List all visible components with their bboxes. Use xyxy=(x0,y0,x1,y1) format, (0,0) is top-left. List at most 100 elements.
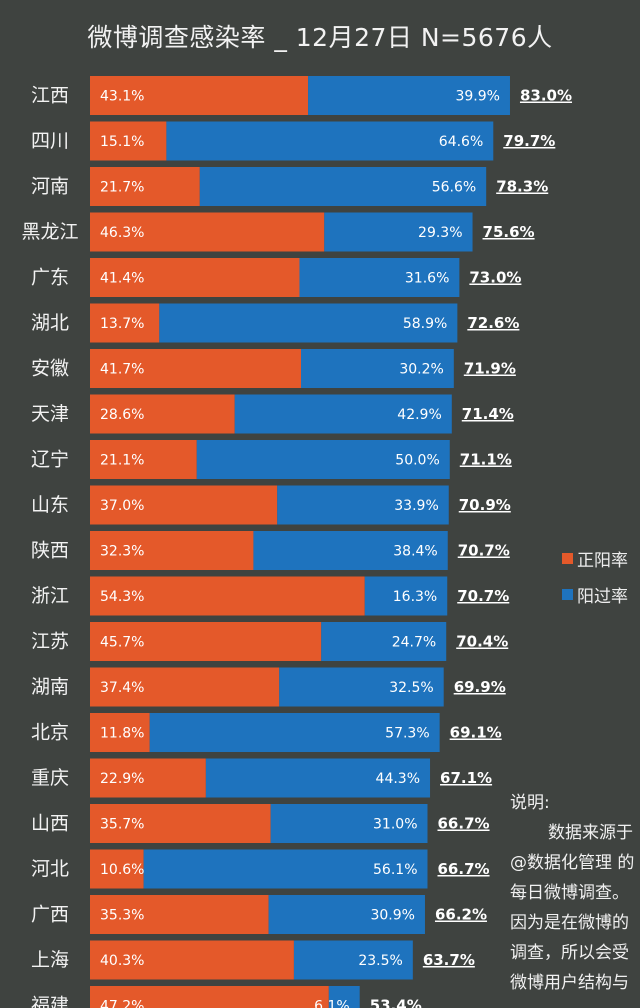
bar-positive xyxy=(90,121,167,161)
data-label-positive: 47.2% xyxy=(100,999,144,1008)
bar-recovered xyxy=(299,258,460,297)
data-label-recovered: 29.3% xyxy=(418,225,462,241)
data-label-total: 67.1% xyxy=(440,769,492,787)
data-label-total: 70.4% xyxy=(456,633,508,651)
data-label-total: 53.4% xyxy=(370,997,422,1008)
category-label: 湖北 xyxy=(31,312,69,334)
bar-recovered xyxy=(268,895,425,934)
category-label: 北京 xyxy=(31,722,69,744)
data-label-recovered: 42.9% xyxy=(397,407,441,423)
bar-positive xyxy=(90,394,235,434)
data-label-recovered: 30.9% xyxy=(370,908,414,924)
data-label-total: 70.7% xyxy=(457,587,509,605)
bar-positive xyxy=(90,258,300,297)
category-label: 广西 xyxy=(31,904,69,926)
bar-recovered xyxy=(234,394,452,434)
category-label: 山西 xyxy=(31,813,69,835)
bar-recovered xyxy=(149,713,440,752)
data-label-total: 71.1% xyxy=(460,451,512,469)
data-label-total: 69.1% xyxy=(450,724,502,742)
data-label-recovered: 44.3% xyxy=(376,771,420,787)
legend-label-recovered: 阳过率 xyxy=(577,587,628,607)
bar-positive xyxy=(90,303,160,343)
bar-recovered xyxy=(364,576,448,616)
bar-recovered xyxy=(205,758,431,798)
bar-recovered xyxy=(277,485,449,525)
bar-recovered xyxy=(253,531,448,570)
bar-positive xyxy=(90,758,206,798)
data-label-positive: 54.3% xyxy=(100,589,144,605)
bar-recovered xyxy=(199,167,487,206)
data-label-total: 66.7% xyxy=(438,860,490,878)
data-label-positive: 21.7% xyxy=(100,180,144,196)
bar-positive xyxy=(90,576,365,616)
bar-recovered xyxy=(321,622,447,661)
data-label-positive: 46.3% xyxy=(100,225,144,241)
legend-item-recovered: 阳过率 xyxy=(562,582,628,607)
data-label-total: 63.7% xyxy=(423,951,475,969)
bar-positive xyxy=(90,622,322,661)
category-label: 浙江 xyxy=(31,585,69,607)
category-label: 天津 xyxy=(31,403,69,425)
data-label-positive: 45.7% xyxy=(100,635,144,651)
category-label: 福建 xyxy=(31,995,69,1008)
bar-recovered xyxy=(279,667,444,707)
bar-positive xyxy=(90,485,278,525)
category-label: 湖南 xyxy=(31,676,69,698)
legend-label-positive: 正阳率 xyxy=(577,551,628,571)
data-label-recovered: 31.0% xyxy=(373,817,417,833)
data-label-total: 78.3% xyxy=(496,178,548,196)
bar-recovered xyxy=(166,121,494,161)
data-label-positive: 32.3% xyxy=(100,544,144,560)
bar-positive xyxy=(90,895,269,934)
bar-recovered xyxy=(270,804,428,843)
note-box: 说明: 数据来源于 @数据化管理 的 每日微博调查。 因为是在微博的 调查，所以… xyxy=(510,788,640,998)
bar-positive xyxy=(90,167,200,206)
data-label-positive: 22.9% xyxy=(100,771,144,787)
data-label-positive: 21.1% xyxy=(100,453,144,469)
bar-recovered xyxy=(328,986,360,1008)
bar-positive xyxy=(90,849,144,889)
category-label: 黑龙江 xyxy=(21,221,78,243)
bar-recovered xyxy=(196,440,450,479)
data-label-total: 70.9% xyxy=(459,496,511,514)
data-label-positive: 40.3% xyxy=(100,953,144,969)
data-label-positive: 41.7% xyxy=(100,362,144,378)
data-label-total: 71.9% xyxy=(464,360,516,378)
data-label-recovered: 50.0% xyxy=(395,453,439,469)
data-label-recovered: 56.6% xyxy=(432,180,476,196)
data-label-positive: 41.4% xyxy=(100,271,144,287)
data-label-positive: 35.3% xyxy=(100,908,144,924)
note-line: 微博用户结构与 xyxy=(510,973,629,993)
bar-recovered xyxy=(143,849,428,889)
category-label: 四川 xyxy=(31,130,69,152)
data-label-positive: 28.6% xyxy=(100,407,144,423)
data-label-recovered: 64.6% xyxy=(439,134,483,150)
legend-item-positive: 正阳率 xyxy=(562,546,628,571)
category-label: 安徽 xyxy=(31,358,69,380)
data-label-recovered: 16.3% xyxy=(393,589,437,605)
data-label-positive: 11.8% xyxy=(100,726,144,742)
data-label-total: 79.7% xyxy=(503,132,555,150)
bar-positive xyxy=(90,349,302,388)
bar-recovered xyxy=(301,349,454,388)
data-label-positive: 15.1% xyxy=(100,134,144,150)
data-label-recovered: 32.5% xyxy=(389,680,433,696)
category-label: 河南 xyxy=(31,176,69,198)
note-line: 数据来源于 xyxy=(548,823,633,843)
note-heading: 说明: xyxy=(510,793,550,813)
data-label-recovered: 57.3% xyxy=(385,726,429,742)
note-line: 因为是在微博的 xyxy=(510,913,629,933)
bar-positive xyxy=(90,804,271,843)
category-label: 重庆 xyxy=(31,767,69,789)
category-label: 辽宁 xyxy=(31,449,69,471)
data-label-recovered: 39.9% xyxy=(455,89,499,105)
bar-positive xyxy=(90,212,325,252)
bar-recovered xyxy=(293,940,413,980)
category-label: 山东 xyxy=(31,494,69,516)
data-label-recovered: 58.9% xyxy=(403,316,447,332)
data-label-positive: 43.1% xyxy=(100,89,144,105)
data-label-total: 70.7% xyxy=(458,542,510,560)
data-label-total: 69.9% xyxy=(454,678,506,696)
